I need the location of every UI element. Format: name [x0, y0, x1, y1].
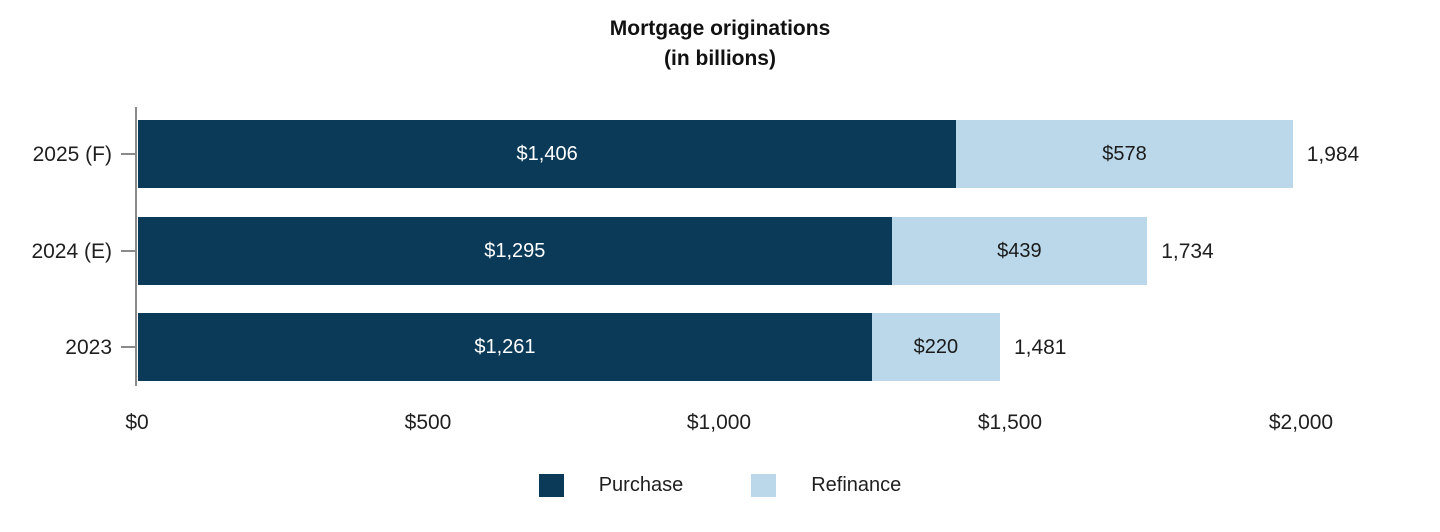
legend-item-purchase: Purchase	[538, 474, 684, 497]
purchase-bar-segment: $1,406	[138, 120, 957, 188]
purchase-bar-segment: $1,261	[138, 313, 872, 381]
refinance-bar-segment: $439	[891, 217, 1148, 285]
purchase-bar-segment: $1,295	[138, 217, 892, 285]
legend-item-refinance: Refinance	[751, 474, 901, 497]
x-axis-label: $1,500	[977, 411, 1043, 434]
total-label: 1,481	[1013, 336, 1067, 359]
total-label: 1,984	[1306, 143, 1360, 166]
x-axis-label: $0	[125, 411, 149, 434]
y-axis-tick	[121, 346, 136, 348]
y-axis-label-2024-e: 2024 (E)	[31, 240, 112, 263]
x-axis-label: $1,000	[686, 411, 752, 434]
y-axis-line	[135, 107, 137, 386]
chart-subtitle: (in billions)	[664, 47, 776, 71]
x-axis-label: $500	[404, 411, 452, 434]
refinance-bar-segment: $578	[956, 120, 1293, 188]
bar-row-2025-f: $1,406 $578	[138, 120, 1293, 188]
legend-label-refinance: Refinance	[811, 474, 902, 496]
refinance-swatch-icon	[751, 474, 777, 497]
x-axis-label: $2,000	[1268, 411, 1334, 434]
bar-row-2024-e: $1,295 $439	[138, 217, 1148, 285]
refinance-value-label: $439	[997, 239, 1042, 262]
y-axis-tick	[121, 153, 136, 155]
total-label: 1,734	[1161, 240, 1214, 263]
refinance-value-label: $578	[1102, 142, 1147, 165]
y-axis-tick	[121, 250, 136, 252]
chart-title: Mortgage originations	[609, 17, 831, 40]
y-axis-label-2025-f: 2025 (F)	[32, 143, 112, 166]
refinance-bar-segment: $220	[871, 313, 1000, 381]
legend: Purchase Refinance	[0, 474, 1440, 497]
chart-title-block: Mortgage originations (in billions)	[0, 14, 1440, 75]
purchase-swatch-icon	[538, 474, 564, 497]
legend-label-purchase: Purchase	[598, 474, 684, 496]
purchase-value-label: $1,406	[516, 142, 578, 165]
bar-row-2023: $1,261 $220	[138, 313, 1000, 381]
purchase-value-label: $1,295	[484, 239, 546, 262]
refinance-value-label: $220	[913, 335, 959, 358]
purchase-value-label: $1,261	[474, 335, 536, 358]
y-axis-label-2023: 2023	[65, 336, 112, 359]
